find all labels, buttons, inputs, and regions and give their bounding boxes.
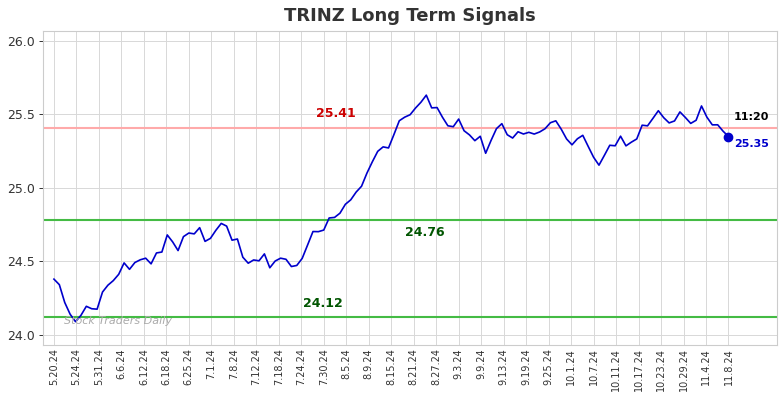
Text: 25.35: 25.35: [734, 139, 769, 150]
Text: Stock Traders Daily: Stock Traders Daily: [64, 316, 172, 326]
Text: 11:20: 11:20: [734, 112, 769, 122]
Text: 24.12: 24.12: [303, 297, 343, 310]
Title: TRINZ Long Term Signals: TRINZ Long Term Signals: [285, 7, 536, 25]
Text: 24.76: 24.76: [405, 226, 445, 239]
Text: 25.41: 25.41: [316, 107, 356, 120]
